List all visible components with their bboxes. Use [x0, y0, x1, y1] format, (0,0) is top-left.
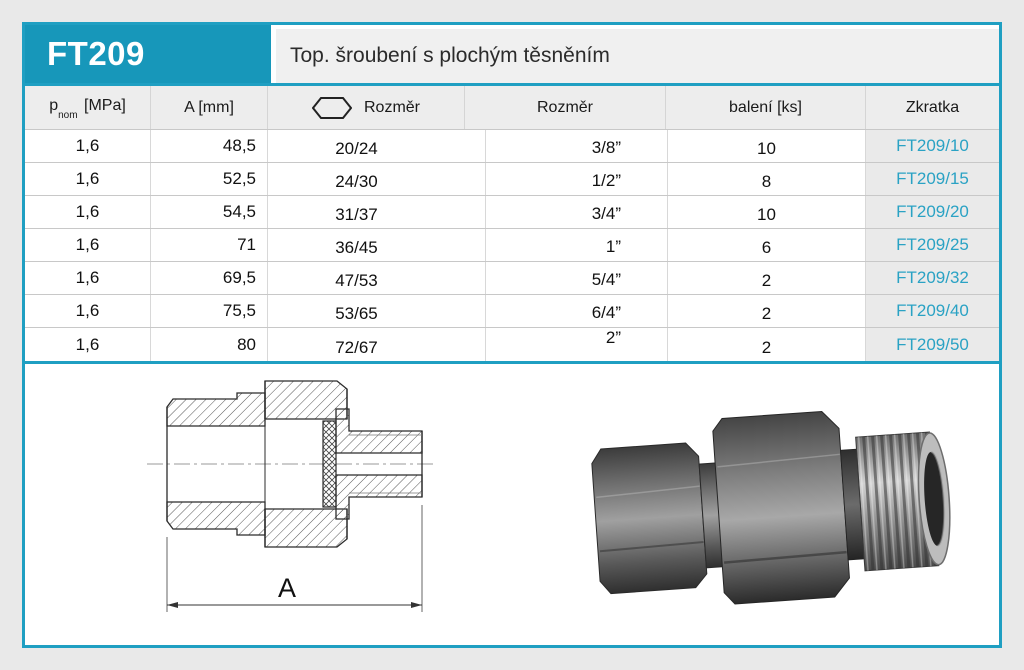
cell-pack: 2 — [668, 262, 866, 294]
cell-code-link[interactable]: FT209/10 — [866, 130, 999, 162]
cell-hex-size: 20/24 — [268, 130, 486, 162]
table-row: 1,6 69,5 47/53 5/4” 2 FT209/32 — [25, 262, 999, 295]
column-header-size: Rozměr — [465, 86, 666, 129]
cell-a: 71 — [151, 229, 268, 261]
cell-size: 3/8” — [486, 130, 668, 162]
cell-size: 5/4” — [486, 262, 668, 294]
column-header-pnom: pnom [MPa] — [25, 86, 151, 129]
table-row: 1,6 52,5 24/30 1/2” 8 FT209/15 — [25, 163, 999, 196]
technical-drawing: A — [147, 380, 437, 612]
column-header-hex-size: Rozměr — [268, 86, 465, 129]
cell-pack: 2 — [668, 295, 866, 327]
cell-hex-size: 53/65 — [268, 295, 486, 327]
cell-size: 6/4” — [486, 295, 668, 327]
product-datasheet-card: FT209 Top. šroubení s plochým těsněním p… — [22, 22, 1002, 648]
table-row: 1,6 75,5 53/65 6/4” 2 FT209/40 — [25, 295, 999, 328]
cell-a: 52,5 — [151, 163, 268, 195]
cell-pnom: 1,6 — [25, 196, 151, 228]
page-title: Top. šroubení s plochým těsněním — [290, 44, 610, 67]
cell-pack: 8 — [668, 163, 866, 195]
cell-pnom: 1,6 — [25, 130, 151, 162]
dimension-label: A — [278, 573, 296, 603]
cell-size: 3/4” — [486, 196, 668, 228]
cell-pack: 2 — [668, 328, 866, 361]
cell-code-link[interactable]: FT209/15 — [866, 163, 999, 195]
cell-pnom: 1,6 — [25, 328, 151, 361]
cell-code-link[interactable]: FT209/50 — [866, 328, 999, 361]
cell-hex-size: 72/67 — [268, 328, 486, 361]
table-row: 1,6 80 72/67 2” 2 FT209/50 — [25, 328, 999, 361]
column-header-code: Zkratka — [866, 86, 999, 129]
union-nut — [712, 410, 850, 605]
product-code: FT209 — [47, 35, 145, 72]
column-header-pack: balení [ks] — [666, 86, 866, 129]
figures-area: A — [25, 364, 999, 645]
table-row: 1,6 71 36/45 1” 6 FT209/25 — [25, 229, 999, 262]
cell-hex-size: 47/53 — [268, 262, 486, 294]
cell-a: 75,5 — [151, 295, 268, 327]
cell-pnom: 1,6 — [25, 229, 151, 261]
table-body: 1,6 48,5 20/24 3/8” 10 FT209/10 1,6 52,5… — [25, 130, 999, 361]
cell-size: 1/2” — [486, 163, 668, 195]
cell-pack: 10 — [668, 196, 866, 228]
title-band: Top. šroubení s plochým těsněním — [276, 29, 999, 83]
pipe-union-fitting — [591, 410, 951, 605]
cell-size: 2” — [486, 328, 668, 361]
header-divider — [25, 83, 999, 86]
female-hex-end — [591, 442, 708, 595]
product-code-box: FT209 — [25, 25, 271, 83]
table-header-row: pnom [MPa] A [mm] Rozměr Rozměr balení [… — [25, 86, 999, 130]
cell-a: 69,5 — [151, 262, 268, 294]
cell-pack: 10 — [668, 130, 866, 162]
gasket-section — [322, 420, 337, 508]
cell-pnom: 1,6 — [25, 295, 151, 327]
header-band: FT209 Top. šroubení s plochým těsněním — [25, 25, 999, 83]
cell-code-link[interactable]: FT209/25 — [866, 229, 999, 261]
table-row: 1,6 48,5 20/24 3/8” 10 FT209/10 — [25, 130, 999, 163]
cell-hex-size: 31/37 — [268, 196, 486, 228]
cell-hex-size: 36/45 — [268, 229, 486, 261]
column-header-a: A [mm] — [151, 86, 268, 129]
cell-a: 80 — [151, 328, 268, 361]
hexagon-icon — [311, 96, 352, 119]
cell-code-link[interactable]: FT209/20 — [866, 196, 999, 228]
table-bottom-divider — [25, 361, 999, 364]
cell-pnom: 1,6 — [25, 262, 151, 294]
cell-a: 54,5 — [151, 196, 268, 228]
cell-a: 48,5 — [151, 130, 268, 162]
table-row: 1,6 54,5 31/37 3/4” 10 FT209/20 — [25, 196, 999, 229]
cell-pack: 6 — [668, 229, 866, 261]
cell-code-link[interactable]: FT209/40 — [866, 295, 999, 327]
product-photo — [591, 410, 951, 605]
cell-pnom: 1,6 — [25, 163, 151, 195]
cell-hex-size: 24/30 — [268, 163, 486, 195]
cell-code-link[interactable]: FT209/32 — [866, 262, 999, 294]
cell-size: 1” — [486, 229, 668, 261]
header-gap — [271, 25, 276, 83]
